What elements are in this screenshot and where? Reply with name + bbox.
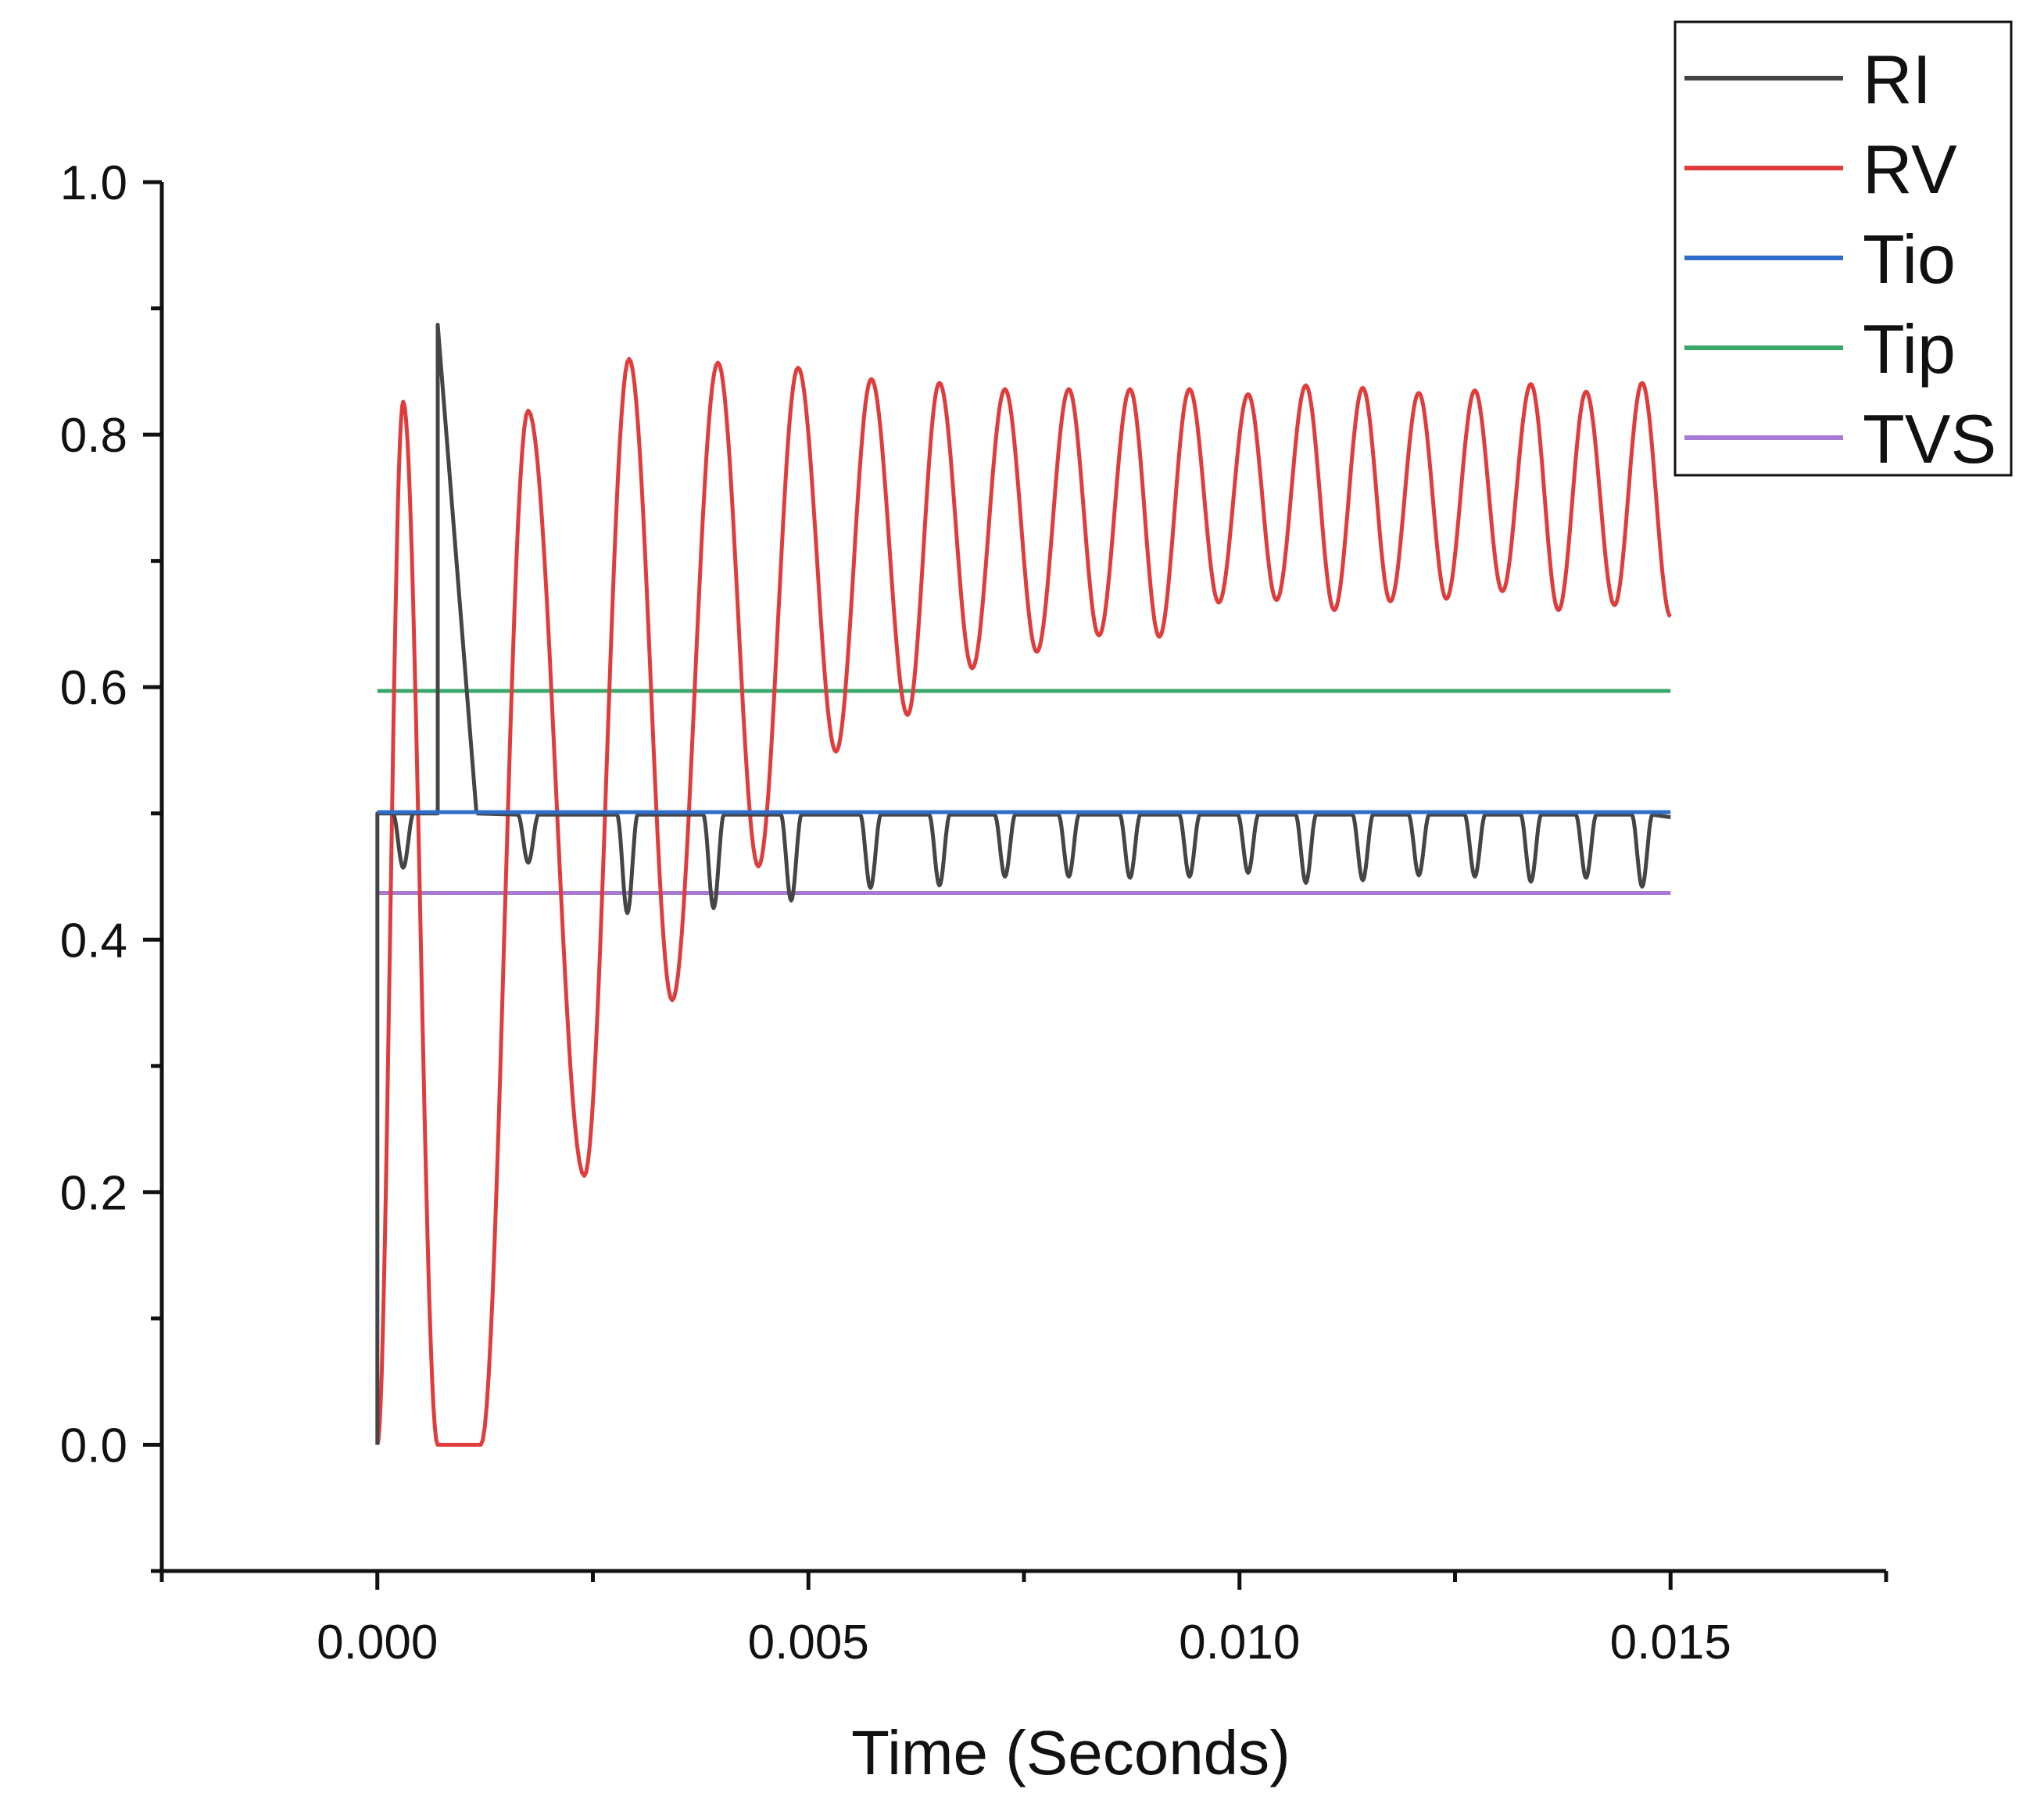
x-axis-title: Time (Seconds) [851,1718,1290,1787]
series-line-rv [375,356,1672,1447]
y-tick-label: 0.6 [60,661,127,715]
x-tick-label: 0.010 [1179,1616,1300,1669]
y-tick-label: 1.0 [60,156,127,210]
series-layer [375,323,1672,1447]
legend-label-tip: Tip [1863,310,1956,388]
series-line-ri [476,811,1671,915]
y-tick-label: 0.0 [60,1419,127,1473]
legend-box [1674,20,2013,477]
x-tick-label: 0.000 [317,1616,438,1669]
x-tick-label: 0.005 [748,1616,869,1669]
legend-label-tvs: TVS [1863,400,1996,478]
x-tick-label: 0.015 [1610,1616,1731,1669]
legend-label-rv: RV [1863,131,1957,208]
y-tick-label: 0.4 [60,914,127,968]
ticks: 0.000 0.005 0.010 0.015 0.0 0.2 0.4 0.6 0.8 1.0 [60,156,1888,1669]
legend: RI RV Tio Tip TVS [1674,20,2013,478]
series-line-ri [391,812,416,870]
legend-label-tio: Tio [1863,220,1956,298]
y-tick-label: 0.8 [60,409,127,463]
legend-label-ri: RI [1863,41,1931,118]
y-tick-label: 0.2 [60,1166,127,1220]
